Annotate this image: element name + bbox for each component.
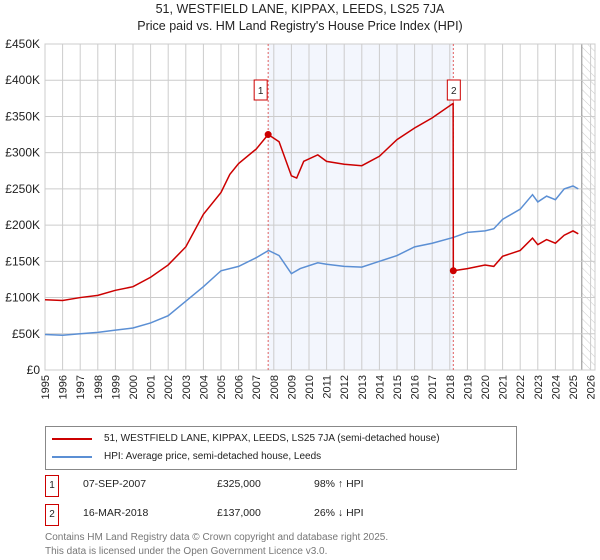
price-chart: 1995 1996 1997 1998 1999 2000 2001 2002 2003 2004… [5,37,598,399]
x-tick-label: 1997 [75,375,87,399]
y-tick-label: £450K [5,37,40,51]
x-tick-label: 2012 [339,375,351,399]
legend: 51, WESTFIELD LANE, KIPPAX, LEEDS, LS25 … [45,426,517,470]
x-tick-label: 2017 [427,375,439,399]
sale-hpi-diff: 26% ↓ HPI [314,507,364,519]
x-tick-label: 2022 [515,375,527,399]
sale-point [449,267,457,275]
y-tick-label: £250K [5,182,40,196]
annotation-box [446,79,461,101]
x-tick-label: 2005 [216,375,228,399]
legend-swatch-red [52,438,92,440]
sale-badge: 2 [45,504,59,526]
sale-price: £325,000 [217,478,261,490]
x-tick-label: 2003 [181,375,193,399]
y-tick-label: £400K [5,73,40,87]
annotation-label: 2 [451,86,457,97]
x-tick-label: 2021 [498,375,510,399]
x-tick-label: 2015 [392,375,404,399]
sale-hpi-diff: 98% ↑ HPI [314,478,364,490]
x-tick-label: 2020 [480,375,492,399]
x-tick-label: 1999 [110,375,122,399]
plot-frame [44,43,596,371]
x-tick-label: 2025 [568,375,580,399]
legend-item-hpi: HPI: Average price, semi-detached house,… [46,448,321,466]
sale-price: £137,000 [217,507,261,519]
y-tick-label: £0 [27,363,41,377]
legend-item-property: 51, WESTFIELD LANE, KIPPAX, LEEDS, LS25 … [46,430,440,448]
legend-swatch-blue [52,456,92,458]
x-tick-label: 2008 [269,375,281,399]
annotation-label: 1 [258,86,264,97]
x-tick-label: 2013 [357,375,369,399]
shaded-period [268,44,454,370]
x-tick-label: 2026 [586,375,598,399]
x-tick-label: 2011 [322,375,334,399]
x-tick-label: 2001 [146,375,158,399]
x-tick-label: 1996 [58,375,70,399]
y-tick-label: £350K [5,109,40,123]
x-tick-label: 2009 [286,375,298,399]
x-tick-label: 2010 [304,375,316,399]
x-tick-label: 2004 [198,375,210,399]
x-tick-label: 1995 [40,375,52,399]
x-tick-label: 2007 [251,375,263,399]
annotation-box [253,79,268,101]
footer-copyright: Contains HM Land Registry data © Crown c… [45,532,389,543]
chart-subtitle: Price paid vs. HM Land Registry's House … [137,19,463,33]
x-tick-label: 2023 [533,375,545,399]
x-tick-label: 1998 [93,375,105,399]
series-line [44,185,579,336]
sale-badge: 1 [45,475,59,497]
y-tick-label: £200K [5,218,40,232]
x-tick-label: 2018 [445,375,457,399]
y-tick-label: £150K [5,254,40,268]
x-tick-label: 2006 [234,375,246,399]
sale-point [264,131,272,139]
forecast-hatch [581,44,595,370]
series-line [44,101,579,302]
x-tick-label: 2019 [462,375,474,399]
legend-label: HPI: Average price, semi-detached house,… [104,451,322,462]
y-tick-label: £300K [5,146,40,160]
y-tick-label: £50K [12,327,40,341]
x-tick-label: 2014 [374,375,386,399]
x-tick-label: 2002 [163,375,175,399]
x-tick-label: 2024 [550,375,562,399]
y-tick-label: £100K [5,291,40,305]
legend-label: 51, WESTFIELD LANE, KIPPAX, LEEDS, LS25 … [104,433,440,444]
x-tick-label: 2000 [128,375,140,399]
sale-date: 16-MAR-2018 [83,507,149,519]
chart-title: 51, WESTFIELD LANE, KIPPAX, LEEDS, LS25 … [155,2,445,16]
x-tick-label: 2016 [410,375,422,399]
sale-date: 07-SEP-2007 [83,478,147,490]
footer-licence: This data is licensed under the Open Gov… [45,546,328,557]
